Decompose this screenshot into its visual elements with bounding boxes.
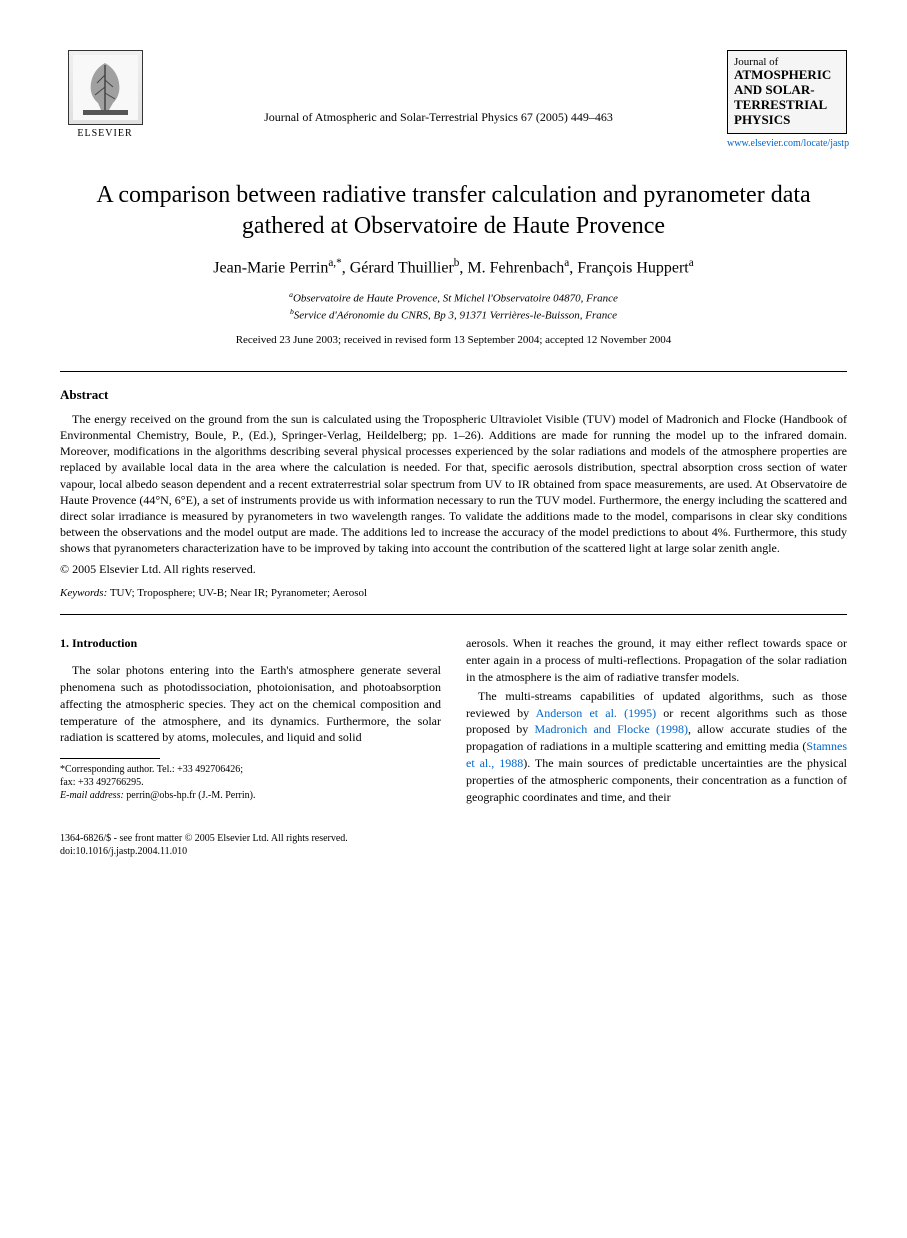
affiliation-b: bService d'Aéronomie du CNRS, Bp 3, 9137… — [60, 307, 847, 324]
affiliations: aObservatoire de Haute Provence, St Mich… — [60, 290, 847, 324]
article-title: A comparison between radiative transfer … — [60, 180, 847, 242]
body-columns: 1. Introduction The solar photons enteri… — [60, 635, 847, 807]
journal-reference: Journal of Atmospheric and Solar-Terrest… — [150, 50, 727, 125]
footnote-email: perrin@obs-hp.fr (J.-M. Perrin). — [126, 790, 255, 801]
footnote-block: *Corresponding author. Tel.: +33 4927064… — [60, 763, 441, 802]
intro-para-1: The solar photons entering into the Eart… — [60, 662, 441, 746]
authors-line: Jean-Marie Perrina,*, Gérard Thuillierb,… — [60, 257, 847, 277]
rule-after-abstract — [60, 614, 847, 615]
abstract-copyright: © 2005 Elsevier Ltd. All rights reserved… — [60, 562, 847, 577]
col2-para-1: aerosols. When it reaches the ground, it… — [466, 635, 847, 685]
affiliation-a: aObservatoire de Haute Provence, St Mich… — [60, 290, 847, 307]
footer-front-matter: 1364-6826/$ - see front matter © 2005 El… — [60, 832, 847, 845]
publisher-logo: ELSEVIER — [60, 50, 150, 150]
journal-url-link[interactable]: www.elsevier.com/locate/jastp — [727, 138, 847, 149]
abstract-text: The energy received on the ground from t… — [60, 411, 847, 557]
left-column: 1. Introduction The solar photons enteri… — [60, 635, 441, 807]
journal-box-title: ATMOSPHERIC AND SOLAR-TERRESTRIAL PHYSIC… — [734, 68, 840, 128]
footnote-fax: fax: +33 492766295. — [60, 776, 441, 789]
article-dates: Received 23 June 2003; received in revis… — [60, 334, 847, 346]
publisher-name: ELSEVIER — [77, 128, 132, 139]
page-footer: 1364-6826/$ - see front matter © 2005 El… — [60, 832, 847, 858]
col2-para-2: The multi-streams capabilities of update… — [466, 688, 847, 806]
elsevier-tree-icon — [68, 50, 143, 125]
keywords-line: Keywords: TUV; Troposphere; UV-B; Near I… — [60, 587, 847, 599]
header-row: ELSEVIER Journal of Atmospheric and Sola… — [60, 50, 847, 150]
footnote-rule — [60, 758, 160, 759]
reference-link[interactable]: Anderson et al. (1995) — [536, 706, 656, 720]
footnote-email-label: E-mail address: — [60, 790, 124, 801]
footnote-corresponding: *Corresponding author. Tel.: +33 4927064… — [60, 763, 441, 776]
footer-doi: doi:10.1016/j.jastp.2004.11.010 — [60, 845, 847, 858]
reference-link[interactable]: Madronich and Flocke (1998) — [535, 722, 688, 736]
keywords-text: TUV; Troposphere; UV-B; Near IR; Pyranom… — [110, 587, 367, 599]
footnote-email-line: E-mail address: perrin@obs-hp.fr (J.-M. … — [60, 789, 441, 802]
abstract-heading: Abstract — [60, 387, 847, 403]
right-column: aerosols. When it reaches the ground, it… — [466, 635, 847, 807]
section-heading: 1. Introduction — [60, 635, 441, 652]
keywords-label: Keywords: — [60, 587, 107, 599]
journal-box: Journal of ATMOSPHERIC AND SOLAR-TERREST… — [727, 50, 847, 149]
rule-before-abstract — [60, 371, 847, 372]
